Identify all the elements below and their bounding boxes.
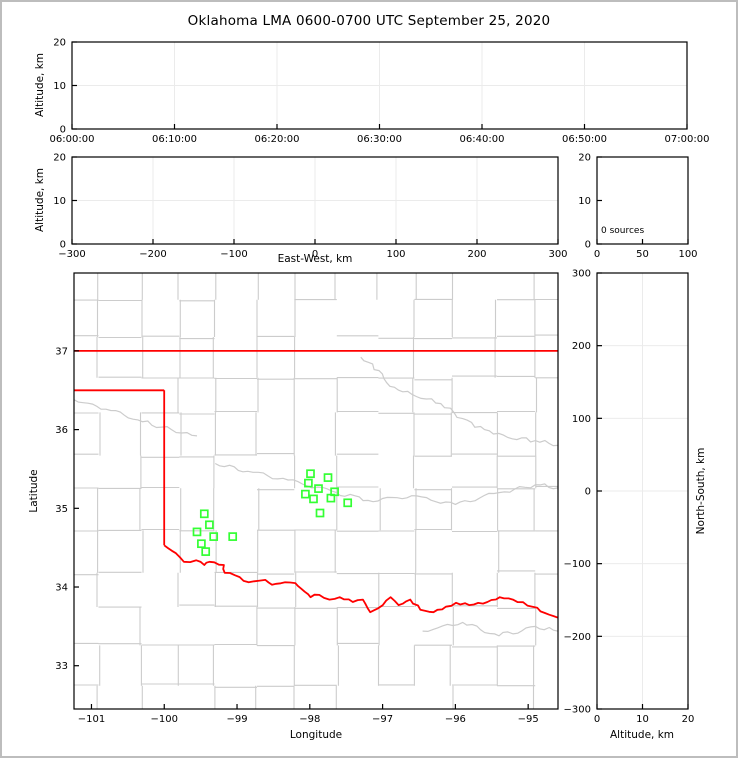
river-boundary-line	[422, 621, 558, 637]
x-tick-label: −100	[151, 714, 178, 725]
county-boundaries	[74, 273, 558, 709]
x-tick-label: 50	[636, 249, 649, 260]
lma-station-marker	[315, 508, 325, 518]
y-tick-label: 300	[572, 269, 591, 280]
river-boundary-line	[74, 399, 198, 437]
y-tick-label: −200	[564, 632, 591, 643]
y-tick-label: 10	[53, 81, 66, 92]
lma-station-marker	[301, 489, 310, 499]
x-tick-label: 07:00:00	[665, 134, 710, 145]
lma-station-marker	[314, 484, 323, 493]
x-tick-label: −95	[518, 714, 539, 725]
x-tick-label: 06:10:00	[152, 134, 197, 145]
lma-station-marker	[209, 532, 219, 541]
x-tick-label: 06:00:00	[50, 134, 95, 145]
y-tick-label: 10	[578, 196, 591, 207]
y-tick-label: 20	[578, 153, 591, 164]
y-tick-label: 0	[60, 125, 66, 136]
lma-station-marker	[323, 473, 333, 482]
x-tick-label: 0	[594, 714, 600, 725]
lma-station-marker	[197, 539, 206, 549]
x-tick-label: −101	[78, 714, 105, 725]
x-tick-label: −96	[445, 714, 466, 725]
ns-height-x-axis-label: Altitude, km	[609, 729, 675, 741]
panel-ns_height: 0 10 20 −300 −200 −100 0 100 200 300	[564, 269, 695, 726]
x-tick-label: 300	[548, 249, 567, 260]
sources-count-label: 0 sources	[601, 226, 645, 236]
x-tick-label: 06:50:00	[562, 134, 607, 145]
x-tick-label: 06:20:00	[255, 134, 300, 145]
x-tick-label: −98	[299, 714, 320, 725]
map-layers	[74, 273, 558, 709]
y-tick-label: −100	[564, 559, 591, 570]
lma-station-marker	[309, 494, 318, 504]
x-tick-label: 06:30:00	[357, 134, 402, 145]
lma-station-marker	[228, 532, 238, 541]
time-height-y-axis-label: Altitude, km	[34, 52, 46, 118]
x-tick-label: 20	[682, 714, 695, 725]
x-tick-label: 100	[386, 249, 405, 260]
lma-station-marker	[326, 493, 336, 503]
x-tick-label: 0	[312, 249, 318, 260]
y-tick-label: 37	[55, 346, 68, 357]
panel-time_height: 06:00:00 06:10:00 06:20:00 06:30:00 06:40:00…	[50, 38, 710, 146]
ew-height-y-axis-label: Altitude, km	[34, 167, 46, 233]
y-tick-label: −300	[564, 705, 591, 716]
y-tick-label: 36	[55, 425, 68, 436]
y-tick-label: 0	[585, 487, 591, 498]
ns-height-y-axis-label: North-South, km	[695, 447, 707, 535]
y-tick-label: 33	[55, 661, 68, 672]
river-boundary-line	[214, 462, 558, 506]
x-tick-label: 0	[594, 249, 600, 260]
lma-station-marker	[192, 527, 202, 537]
x-tick-label: −200	[139, 249, 166, 260]
state-border-line	[163, 544, 558, 619]
y-tick-label: 35	[55, 504, 68, 515]
x-tick-label: 06:40:00	[460, 134, 505, 145]
lma-station-marker	[205, 520, 214, 530]
figure-title: Oklahoma LMA 0600-0700 UTC September 25,…	[187, 13, 551, 29]
lma-station-marker	[306, 469, 315, 479]
river-boundary-line	[360, 356, 558, 447]
x-tick-label: 100	[678, 249, 697, 260]
x-tick-label: −99	[226, 714, 247, 725]
map-y-axis-label: Latitude	[28, 469, 40, 513]
panel-alt_histogram: 0 50 100 0 10 20	[578, 153, 697, 261]
lma-station-marker	[199, 509, 209, 519]
x-tick-label: −100	[220, 249, 247, 260]
y-tick-label: 0	[60, 240, 66, 251]
panel-ew_height: −300 −200 −100 0 100 200 300 0 10 20	[53, 153, 567, 261]
x-tick-label: −300	[58, 249, 85, 260]
y-tick-label: 200	[572, 341, 591, 352]
y-tick-label: 100	[572, 414, 591, 425]
y-tick-label: 20	[53, 38, 66, 49]
x-tick-label: 10	[636, 714, 649, 725]
ew-height-x-axis-label: East-West, km	[277, 253, 353, 265]
map-x-axis-label: Longitude	[289, 729, 343, 741]
x-tick-label: 200	[467, 249, 486, 260]
lma-station-marker	[201, 547, 211, 556]
y-tick-label: 0	[585, 240, 591, 251]
axes-frame	[73, 272, 559, 710]
y-tick-label: 34	[55, 583, 68, 594]
lma-station-marker	[304, 478, 313, 488]
panel-plan_map: −101 −100 −99 −98 −97 −96 −95 33 34 35 36 37	[55, 272, 559, 725]
y-tick-label: 10	[53, 196, 66, 207]
y-tick-label: 20	[53, 153, 66, 164]
x-tick-label: −97	[372, 714, 393, 725]
lma-station-marker	[343, 498, 353, 508]
